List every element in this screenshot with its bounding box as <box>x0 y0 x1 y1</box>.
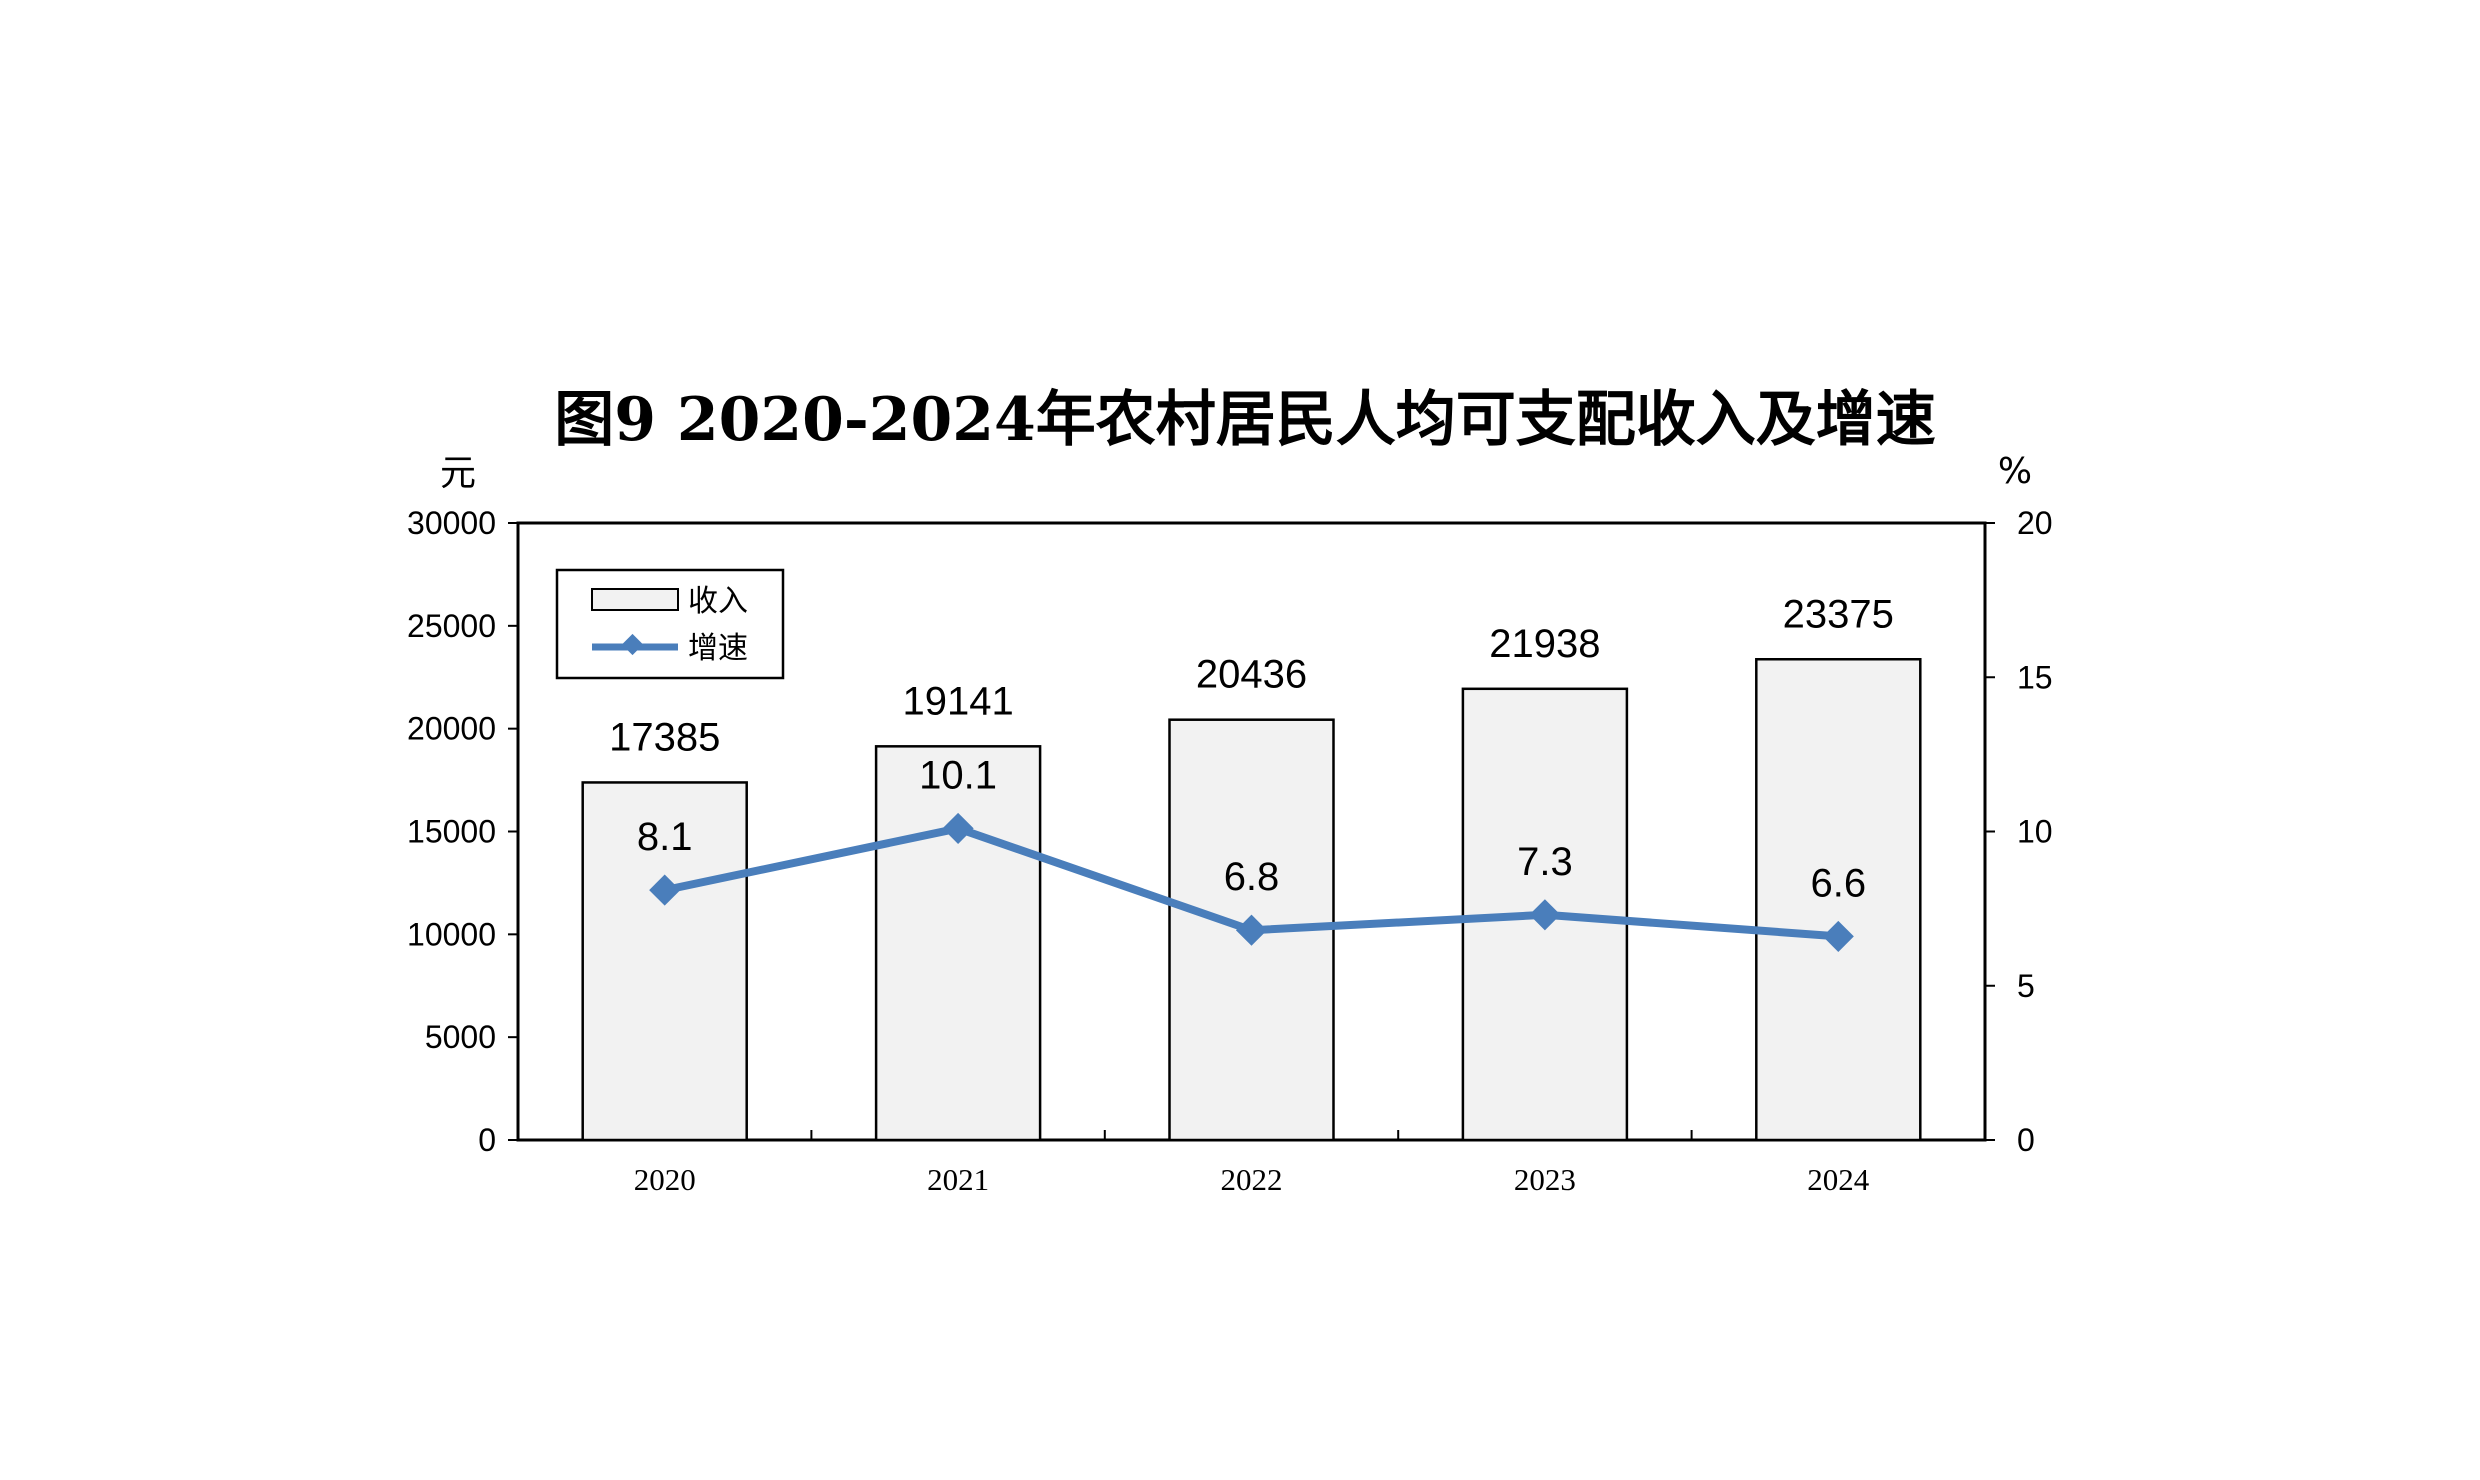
y-right-axis: 0 5 10 15 20 <box>1985 505 2053 1158</box>
line-value-label: 7.3 <box>1517 840 1573 884</box>
line-value-labels: 8.1 10.1 6.8 7.3 6.6 <box>637 753 1866 905</box>
line-value-label: 8.1 <box>637 815 693 859</box>
y-right-tick-label: 5 <box>2017 968 2035 1004</box>
chart-title: 图9 2020-2024年农村居民人均可支配收入及增速 <box>554 385 1936 455</box>
x-tick-label: 2020 <box>634 1162 696 1197</box>
bar <box>1755 658 1922 1142</box>
y-left-tick-label: 20000 <box>407 711 496 747</box>
y-right-tick-label: 0 <box>2017 1122 2035 1158</box>
legend-label-growth: 增速 <box>688 631 748 666</box>
bar-series <box>581 658 1922 1142</box>
line-value-label: 10.1 <box>919 753 997 797</box>
bar-value-label: 23375 <box>1783 592 1894 636</box>
x-tick-label: 2021 <box>927 1162 989 1197</box>
legend-diamond-marker <box>621 633 644 656</box>
bar-value-label: 17385 <box>609 715 720 759</box>
x-tick-label: 2024 <box>1807 1162 1870 1197</box>
legend: 收入 增速 <box>555 568 785 680</box>
bar-value-label: 21938 <box>1489 622 1600 666</box>
legend-label-income: 收入 <box>688 584 748 619</box>
line-value-label: 6.8 <box>1224 855 1280 899</box>
y-left-unit: 元 <box>440 453 476 494</box>
y-left-tick-label: 0 <box>478 1122 496 1158</box>
y-right-tick-label: 10 <box>2017 814 2053 850</box>
y-left-tick-label: 5000 <box>425 1019 496 1055</box>
y-left-axis: 0 5000 10000 15000 20000 25000 30000 <box>407 505 518 1158</box>
y-right-tick-label: 20 <box>2017 505 2053 541</box>
bar-value-labels: 17385 19141 20436 21938 23375 <box>609 592 1894 759</box>
y-right-tick-label: 15 <box>2017 659 2053 695</box>
y-left-tick-label: 30000 <box>407 505 496 541</box>
legend-box <box>555 568 785 680</box>
bar-value-label: 19141 <box>902 679 1013 723</box>
x-tick-label: 2022 <box>1221 1162 1283 1197</box>
bar-value-label: 20436 <box>1196 653 1307 697</box>
x-axis: 2020 2021 2022 2023 2024 <box>634 1130 1870 1197</box>
y-right-unit: % <box>1998 451 2032 492</box>
legend-bar-swatch <box>591 588 679 611</box>
y-left-tick-label: 15000 <box>407 814 496 850</box>
bar <box>581 781 748 1142</box>
y-left-tick-label: 25000 <box>407 608 496 644</box>
bar <box>874 745 1042 1142</box>
line-value-label: 6.6 <box>1810 861 1866 905</box>
x-tick-label: 2023 <box>1514 1162 1576 1197</box>
y-left-tick-label: 10000 <box>407 916 496 952</box>
